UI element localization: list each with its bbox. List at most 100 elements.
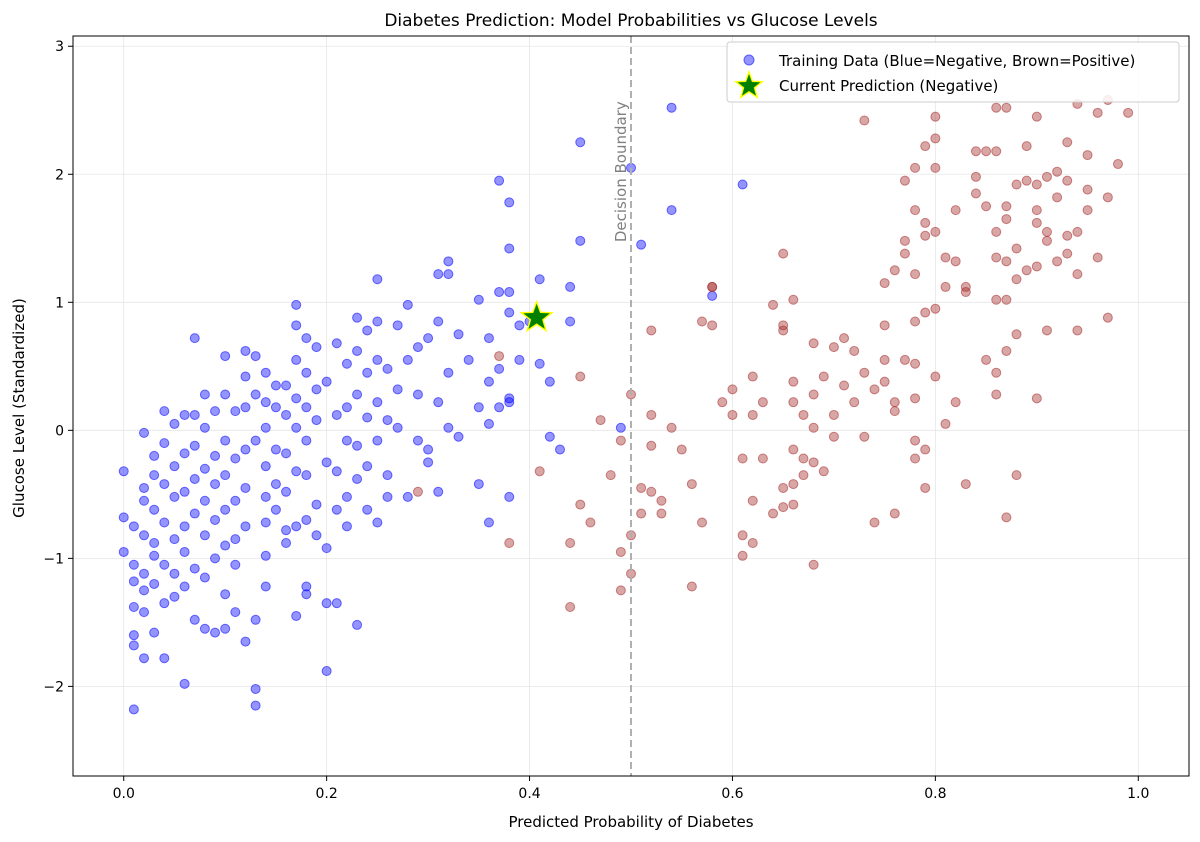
data-point-negative <box>423 457 434 468</box>
data-point-negative <box>250 435 261 446</box>
data-point-positive <box>697 316 708 327</box>
data-point-positive <box>1082 184 1093 195</box>
data-point-negative <box>473 402 484 413</box>
data-point-negative <box>270 479 281 490</box>
data-point-negative <box>412 389 423 400</box>
data-point-positive <box>585 517 596 528</box>
data-point-negative <box>118 466 129 477</box>
data-point-positive <box>717 397 728 408</box>
data-point-positive <box>1082 205 1093 216</box>
data-point-negative <box>291 610 302 621</box>
data-point-negative <box>372 397 383 408</box>
data-point-negative <box>331 409 342 420</box>
data-point-positive <box>920 444 931 455</box>
data-point-positive <box>798 453 809 464</box>
data-point-positive <box>656 508 667 519</box>
y-axis-title: Glucose Level (Standardized) <box>10 298 28 518</box>
data-point-negative <box>210 406 221 417</box>
data-point-positive <box>930 133 941 144</box>
data-point-negative <box>118 546 129 557</box>
data-point-negative <box>433 397 444 408</box>
data-point-negative <box>443 256 454 267</box>
y-axis-ticks: −2 −1 0 1 2 3 <box>43 39 73 695</box>
data-point-positive <box>808 389 819 400</box>
data-point-positive <box>747 371 758 382</box>
data-point-negative <box>301 470 312 481</box>
data-point-negative <box>301 435 312 446</box>
data-point-negative <box>483 418 494 429</box>
data-point-positive <box>646 325 657 336</box>
data-point-negative <box>220 504 231 515</box>
data-point-negative <box>737 179 748 190</box>
data-point-positive <box>910 205 921 216</box>
data-point-negative <box>534 358 545 369</box>
data-point-negative <box>301 402 312 413</box>
data-point-negative <box>423 444 434 455</box>
data-point-positive <box>869 517 880 528</box>
data-point-negative <box>189 508 200 519</box>
data-point-negative <box>291 466 302 477</box>
data-point-positive <box>920 141 931 152</box>
data-point-negative <box>473 479 484 490</box>
data-point-positive <box>839 333 850 344</box>
data-point-negative <box>230 559 241 570</box>
data-point-positive <box>778 502 789 513</box>
data-point-negative <box>311 415 322 426</box>
data-point-positive <box>930 162 941 173</box>
data-point-negative <box>291 521 302 532</box>
data-point-positive <box>737 530 748 541</box>
data-point-positive <box>727 384 738 395</box>
data-point-negative <box>321 666 332 677</box>
data-point-negative <box>575 235 586 246</box>
data-point-positive <box>788 376 799 387</box>
data-point-negative <box>504 197 515 208</box>
data-point-negative <box>179 409 190 420</box>
y-tick-label: 2 <box>55 167 64 183</box>
data-point-negative <box>352 619 363 630</box>
data-point-negative <box>311 342 322 353</box>
data-point-negative <box>270 504 281 515</box>
data-point-negative <box>402 299 413 310</box>
data-point-negative <box>483 376 494 387</box>
legend-marker-training <box>743 54 755 66</box>
data-point-positive <box>1123 107 1134 118</box>
data-point-negative <box>139 653 150 664</box>
data-point-positive <box>991 226 1002 237</box>
data-point-negative <box>494 175 505 186</box>
data-point-negative <box>139 427 150 438</box>
data-point-positive <box>636 508 647 519</box>
data-point-negative <box>666 102 677 113</box>
data-point-negative <box>159 517 170 528</box>
data-point-positive <box>757 397 768 408</box>
data-point-positive <box>899 248 910 259</box>
data-point-positive <box>920 482 931 493</box>
data-point-negative <box>554 444 565 455</box>
data-point-negative <box>382 415 393 426</box>
data-point-negative <box>341 358 352 369</box>
data-point-positive <box>676 444 687 455</box>
data-point-positive <box>636 482 647 493</box>
data-point-negative <box>341 491 352 502</box>
y-tick-label: 1 <box>55 295 64 311</box>
data-point-positive <box>910 453 921 464</box>
data-point-negative <box>159 438 170 449</box>
legend: Training Data (Blue=Negative, Brown=Posi… <box>726 41 1180 103</box>
data-point-negative <box>179 521 190 532</box>
data-point-positive <box>899 175 910 186</box>
data-point-positive <box>889 397 900 408</box>
data-point-positive <box>910 435 921 446</box>
data-point-negative <box>372 435 383 446</box>
data-point-negative <box>433 316 444 327</box>
data-point-negative <box>128 630 139 641</box>
data-point-negative <box>139 482 150 493</box>
data-point-negative <box>483 333 494 344</box>
data-point-positive <box>991 389 1002 400</box>
data-point-negative <box>473 294 484 305</box>
data-point-negative <box>230 453 241 464</box>
data-point-negative <box>382 363 393 374</box>
data-point-negative <box>301 514 312 525</box>
data-point-positive <box>757 453 768 464</box>
data-point-negative <box>341 402 352 413</box>
data-point-negative <box>382 491 393 502</box>
y-tick-label: 3 <box>55 39 64 55</box>
